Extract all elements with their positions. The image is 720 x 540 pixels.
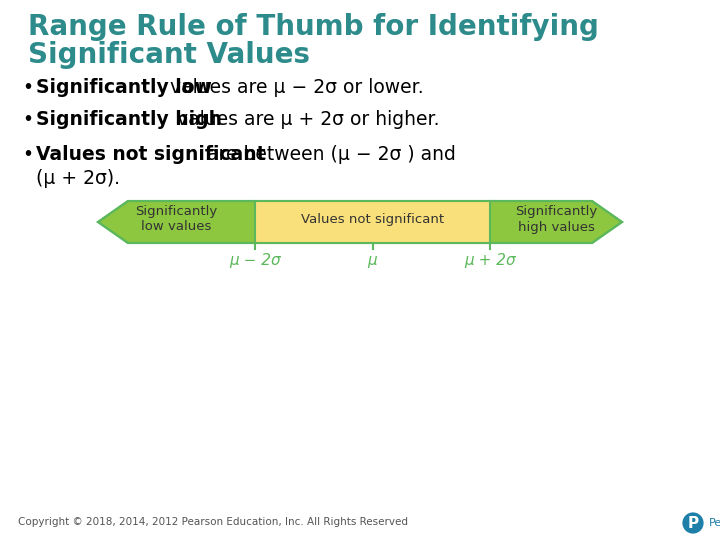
Text: Values not significant: Values not significant <box>36 145 266 164</box>
Text: μ: μ <box>368 253 377 268</box>
Text: values are μ + 2σ or higher.: values are μ + 2σ or higher. <box>171 110 439 129</box>
Text: Range Rule of Thumb for Identifying: Range Rule of Thumb for Identifying <box>28 13 599 41</box>
Text: •: • <box>22 78 33 97</box>
Text: Copyright © 2018, 2014, 2012 Pearson Education, Inc. All Rights Reserved: Copyright © 2018, 2014, 2012 Pearson Edu… <box>18 517 408 527</box>
Text: Significant Values: Significant Values <box>28 41 310 69</box>
Text: μ − 2σ: μ − 2σ <box>229 253 281 268</box>
Text: Significantly low: Significantly low <box>36 78 212 97</box>
Text: Significantly high: Significantly high <box>36 110 222 129</box>
Text: (μ + 2σ).: (μ + 2σ). <box>36 169 120 188</box>
Text: •: • <box>22 110 33 129</box>
Text: P: P <box>688 516 698 530</box>
Text: •: • <box>22 145 33 164</box>
Text: Significantly
high values: Significantly high values <box>515 205 597 233</box>
Text: values are μ − 2σ or lower.: values are μ − 2σ or lower. <box>163 78 423 97</box>
Text: Significantly
low values: Significantly low values <box>135 205 217 233</box>
Text: Values not significant: Values not significant <box>301 213 444 226</box>
Bar <box>255 201 490 243</box>
Text: μ + 2σ: μ + 2σ <box>464 253 516 268</box>
Text: Pearson: Pearson <box>709 518 720 528</box>
Polygon shape <box>98 201 622 243</box>
Circle shape <box>681 511 705 535</box>
Text: are between (μ − 2σ ) and: are between (μ − 2σ ) and <box>201 145 456 164</box>
